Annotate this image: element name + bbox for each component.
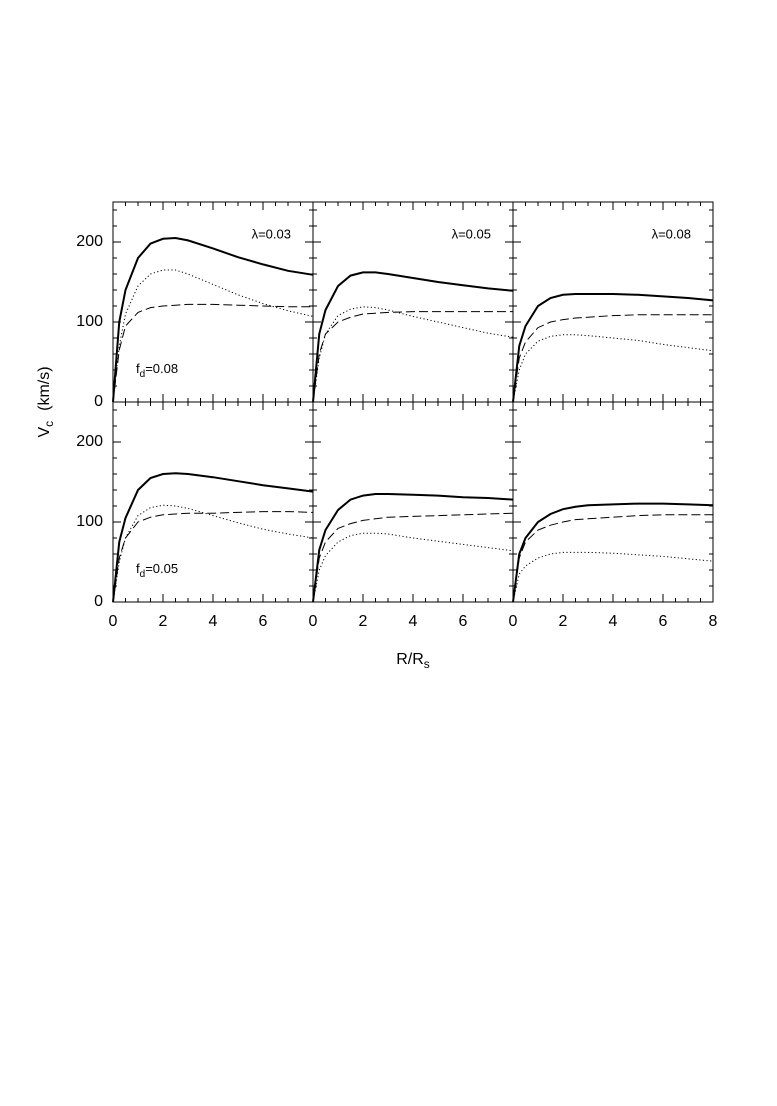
- label-rest: =0.05: [145, 561, 178, 576]
- x-tick-label: 4: [209, 613, 218, 630]
- curve: [112, 303, 313, 403]
- panel-label: λ=0.03: [252, 226, 291, 241]
- x-tick-label: 4: [609, 613, 618, 630]
- y-axis-label: Vc (km/s): [36, 366, 56, 437]
- y-tick-label: 0: [94, 593, 103, 610]
- label-sub: d: [140, 369, 146, 380]
- curve: [312, 493, 514, 603]
- label-main: f: [136, 561, 140, 576]
- x-tick-label: 2: [159, 613, 168, 630]
- curve: [112, 472, 314, 603]
- x-tick-label: 6: [659, 613, 668, 630]
- curve: [512, 314, 713, 403]
- curve: [112, 269, 314, 403]
- x-label-main: R/R: [396, 651, 424, 668]
- y-label-sub: c: [42, 421, 56, 427]
- y-label-main: V: [36, 427, 53, 438]
- x-tick-label: 0: [509, 613, 518, 630]
- curve: [512, 293, 714, 403]
- curve: [312, 532, 514, 603]
- panel-label-2: fd=0.08: [136, 361, 178, 379]
- y-tick-label: 0: [94, 393, 103, 410]
- panel-label-2: fd=0.05: [136, 561, 178, 579]
- y-tick-label: 200: [76, 433, 103, 450]
- label-sub: d: [140, 569, 146, 580]
- x-tick-label: 0: [109, 613, 118, 630]
- curve: [512, 502, 714, 603]
- y-label-unit: (km/s): [36, 366, 53, 410]
- curve: [312, 306, 514, 403]
- y-tick-label: 100: [76, 513, 103, 530]
- curve: [112, 511, 314, 603]
- panel-label: λ=0.08: [652, 226, 691, 241]
- y-tick-label: 200: [76, 233, 103, 250]
- curve: [312, 271, 514, 403]
- x-tick-label: 6: [259, 613, 268, 630]
- y-tick-label: 100: [76, 313, 103, 330]
- x-tick-label: 2: [559, 613, 568, 630]
- x-axis-label: R/Rs: [396, 651, 430, 671]
- label-rest: =0.08: [145, 361, 178, 376]
- x-tick-label: 8: [709, 613, 718, 630]
- x-tick-label: 4: [409, 613, 418, 630]
- panel-frame: [512, 401, 714, 603]
- x-label-sub: s: [424, 657, 430, 671]
- x-tick-label: 2: [359, 613, 368, 630]
- curve: [512, 514, 713, 603]
- x-tick-label: 6: [459, 613, 468, 630]
- panel-frame: [312, 401, 514, 603]
- curve: [312, 311, 513, 403]
- panel-label: λ=0.05: [452, 226, 491, 241]
- curve: [312, 512, 514, 603]
- curve: [112, 236, 314, 403]
- curve: [512, 334, 714, 403]
- label-main: f: [136, 361, 140, 376]
- x-tick-label: 0: [309, 613, 318, 630]
